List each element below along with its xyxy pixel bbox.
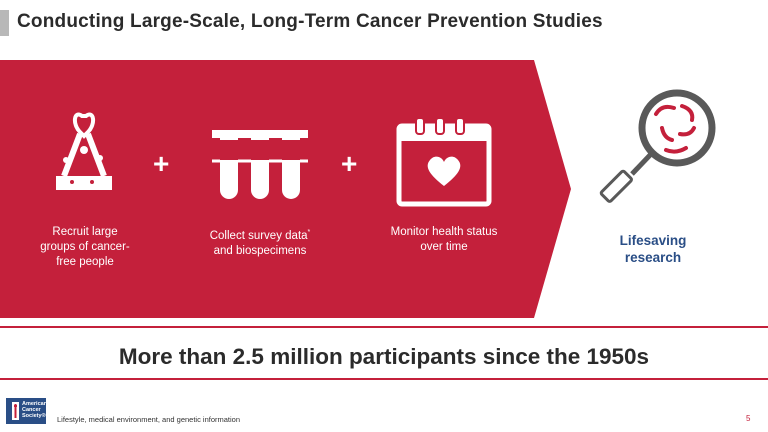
test-tubes-icon [212,130,308,199]
logo-line: American [22,401,48,407]
step-label-line: and biospecimens [213,244,307,257]
calendar-heart-icon [396,117,492,207]
step-label-line: over time [420,241,468,253]
ribbon-icon [56,112,112,190]
participants-stat: More than 2.5 million participants since… [118,344,650,369]
acs-logo-text: American Cancer Society® [22,401,48,419]
step-label-line: Recruit large [52,226,118,238]
process-banner [0,60,716,318]
result-label: Lifesaving research [598,232,708,266]
step-label-collect: Collect survey data* and biospecimens [200,225,320,259]
step-label-line: free people [56,256,114,268]
registered-mark: ® [41,413,46,419]
logo-line: Society® [22,413,46,419]
footnote: *Lifestyle, medical environment, and gen… [57,415,240,424]
plus-sign-1: + [153,148,170,179]
acs-logo-mark [6,398,46,424]
step-label-recruit: Recruit large groups of cancer- free peo… [30,225,140,270]
step-label-line: Collect survey data* [209,229,311,242]
step-label-monitor: Monitor health status over time [382,225,506,255]
step-label-line: Monitor health status [390,226,498,238]
step-label-line: groups of cancer- [40,241,130,253]
title-accent-bar [0,10,9,36]
acs-logo [6,398,46,424]
logo-line: Cancer [22,407,41,413]
page-number: 5 [746,414,751,423]
footnote-text: Lifestyle, medical environment, and gene… [57,415,241,424]
result-line: research [624,250,682,265]
footnote-marker: * [307,229,311,236]
slide-title: Conducting Large-Scale, Long-Term Cancer… [17,11,603,32]
plus-sign-2: + [341,148,358,179]
result-line: Lifesaving [619,233,687,248]
stat-box [0,326,768,380]
magnifying-glass-icon [599,89,716,203]
